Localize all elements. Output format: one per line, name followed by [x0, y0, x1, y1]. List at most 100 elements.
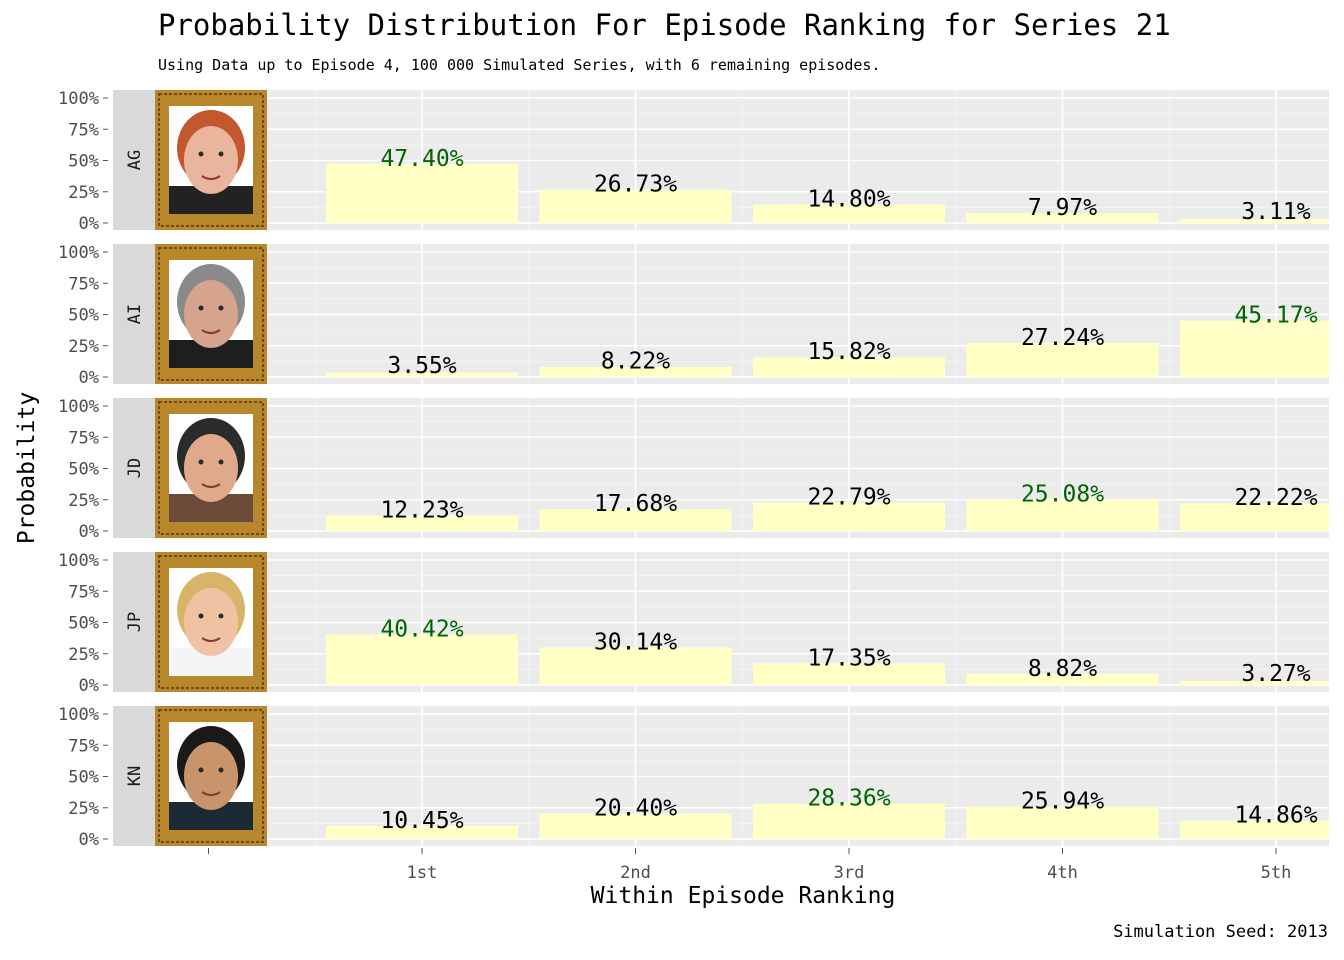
portrait-frame-ornament — [158, 709, 264, 843]
x-tick-label: 1st — [407, 863, 438, 883]
portrait-face — [184, 742, 238, 810]
y-tick-label: 0% — [79, 830, 99, 850]
chart-subtitle: Using Data up to Episode 4, 100 000 Simu… — [158, 56, 881, 74]
x-axis-title: Within Episode Ranking — [591, 883, 896, 909]
bar-data-label: 22.79% — [807, 485, 890, 511]
bar-AI-4th — [966, 342, 1159, 377]
bar-AI-2nd — [539, 366, 732, 377]
y-tick-label: 25% — [68, 645, 99, 665]
bar-AI-5th — [1180, 320, 1329, 377]
bar-data-label: 17.35% — [807, 645, 890, 671]
portrait-frame-ornament — [158, 247, 264, 381]
y-tick-label: 25% — [68, 337, 99, 357]
bar-data-label: 25.08% — [1021, 482, 1104, 508]
portrait-eye — [198, 459, 204, 465]
bar-data-label: 30.14% — [594, 629, 677, 655]
portrait-face — [184, 588, 238, 656]
bar-data-label: 14.80% — [807, 187, 890, 213]
x-tick-label: 3rd — [834, 863, 865, 883]
y-tick-label: 0% — [79, 214, 99, 234]
portrait-eye — [218, 459, 224, 465]
portrait-mouth — [201, 483, 221, 488]
y-tick-label: 50% — [68, 614, 99, 634]
y-tick-label: 100% — [58, 397, 99, 417]
bar-data-label: 27.24% — [1021, 325, 1104, 351]
bar-data-label: 3.27% — [1241, 661, 1310, 687]
bar-data-label: 12.23% — [380, 498, 463, 524]
bar-AG-1st — [326, 163, 518, 223]
chart-title: Probability Distribution For Episode Ran… — [158, 8, 1171, 42]
y-tick-label: 100% — [58, 243, 99, 263]
y-tick-label: 0% — [79, 676, 99, 696]
y-axis-title: Probability — [14, 392, 40, 544]
bar-data-label: 14.86% — [1234, 802, 1317, 828]
portrait-frame-ornament — [158, 93, 264, 227]
portrait-frame-ornament — [158, 555, 264, 689]
portrait-eye — [198, 151, 204, 157]
y-tick-label: 50% — [68, 460, 99, 480]
bar-JD-1st — [326, 515, 518, 531]
x-tick-label: 5th — [1261, 863, 1292, 883]
portrait-mouth — [201, 329, 221, 334]
x-tick-label: 2nd — [620, 863, 651, 883]
bar-data-label: 45.17% — [1234, 303, 1317, 329]
bar-AG-2nd — [539, 189, 732, 223]
bar-AG-4th — [966, 213, 1159, 223]
y-tick-label: 50% — [68, 306, 99, 326]
bar-JP-4th — [966, 673, 1159, 685]
portrait-eye — [198, 305, 204, 311]
portrait-mouth — [201, 791, 221, 796]
portrait-eye — [218, 151, 224, 157]
bar-data-label: 8.22% — [601, 349, 670, 375]
portrait-face — [184, 280, 238, 348]
y-tick-label: 75% — [68, 582, 99, 602]
bar-data-label: 3.11% — [1241, 199, 1310, 225]
bar-data-label: 3.55% — [387, 353, 456, 379]
bar-JD-5th — [1180, 503, 1329, 531]
bar-JP-2nd — [539, 647, 732, 685]
x-tick-label: 4th — [1047, 863, 1078, 883]
bar-data-label: 22.22% — [1234, 485, 1317, 511]
facet-label: AI — [125, 304, 145, 324]
bar-KN-1st — [326, 825, 518, 839]
facet-label: JP — [125, 612, 145, 632]
facet-strip — [113, 706, 155, 846]
y-tick-label: 25% — [68, 799, 99, 819]
portrait-eye — [198, 613, 204, 619]
bar-data-label: 47.40% — [380, 146, 463, 172]
portrait-face — [184, 126, 238, 194]
caption-seed: Simulation Seed: 2013 — [1113, 922, 1328, 942]
bar-data-label: 40.42% — [380, 616, 463, 642]
facet-label: AG — [125, 150, 145, 170]
bar-data-label: 25.94% — [1021, 789, 1104, 815]
bar-AI-3rd — [753, 357, 945, 377]
bar-JD-4th — [966, 499, 1159, 531]
bar-AG-3rd — [753, 204, 945, 223]
bar-AG-5th — [1180, 219, 1329, 223]
bar-data-label: 20.40% — [594, 796, 677, 822]
y-tick-label: 75% — [68, 120, 99, 140]
y-tick-label: 0% — [79, 522, 99, 542]
y-tick-label: 0% — [79, 368, 99, 388]
facet-strip — [113, 90, 155, 230]
y-tick-label: 25% — [68, 183, 99, 203]
bar-KN-4th — [966, 806, 1159, 839]
y-tick-label: 50% — [68, 768, 99, 788]
y-tick-label: 75% — [68, 736, 99, 756]
portrait-eye — [218, 767, 224, 773]
bar-KN-2nd — [539, 813, 732, 839]
portrait-eye — [198, 767, 204, 773]
y-tick-label: 75% — [68, 274, 99, 294]
facet-label: JD — [125, 458, 145, 478]
y-tick-label: 25% — [68, 491, 99, 511]
portrait-face — [184, 434, 238, 502]
bar-data-label: 7.97% — [1028, 195, 1097, 221]
y-tick-label: 75% — [68, 428, 99, 448]
facet-label: KN — [125, 766, 145, 786]
facet-strip — [113, 552, 155, 692]
bar-JP-1st — [326, 634, 518, 685]
y-tick-label: 100% — [58, 705, 99, 725]
bar-JP-3rd — [753, 663, 945, 685]
portrait-frame-ornament — [158, 401, 264, 535]
